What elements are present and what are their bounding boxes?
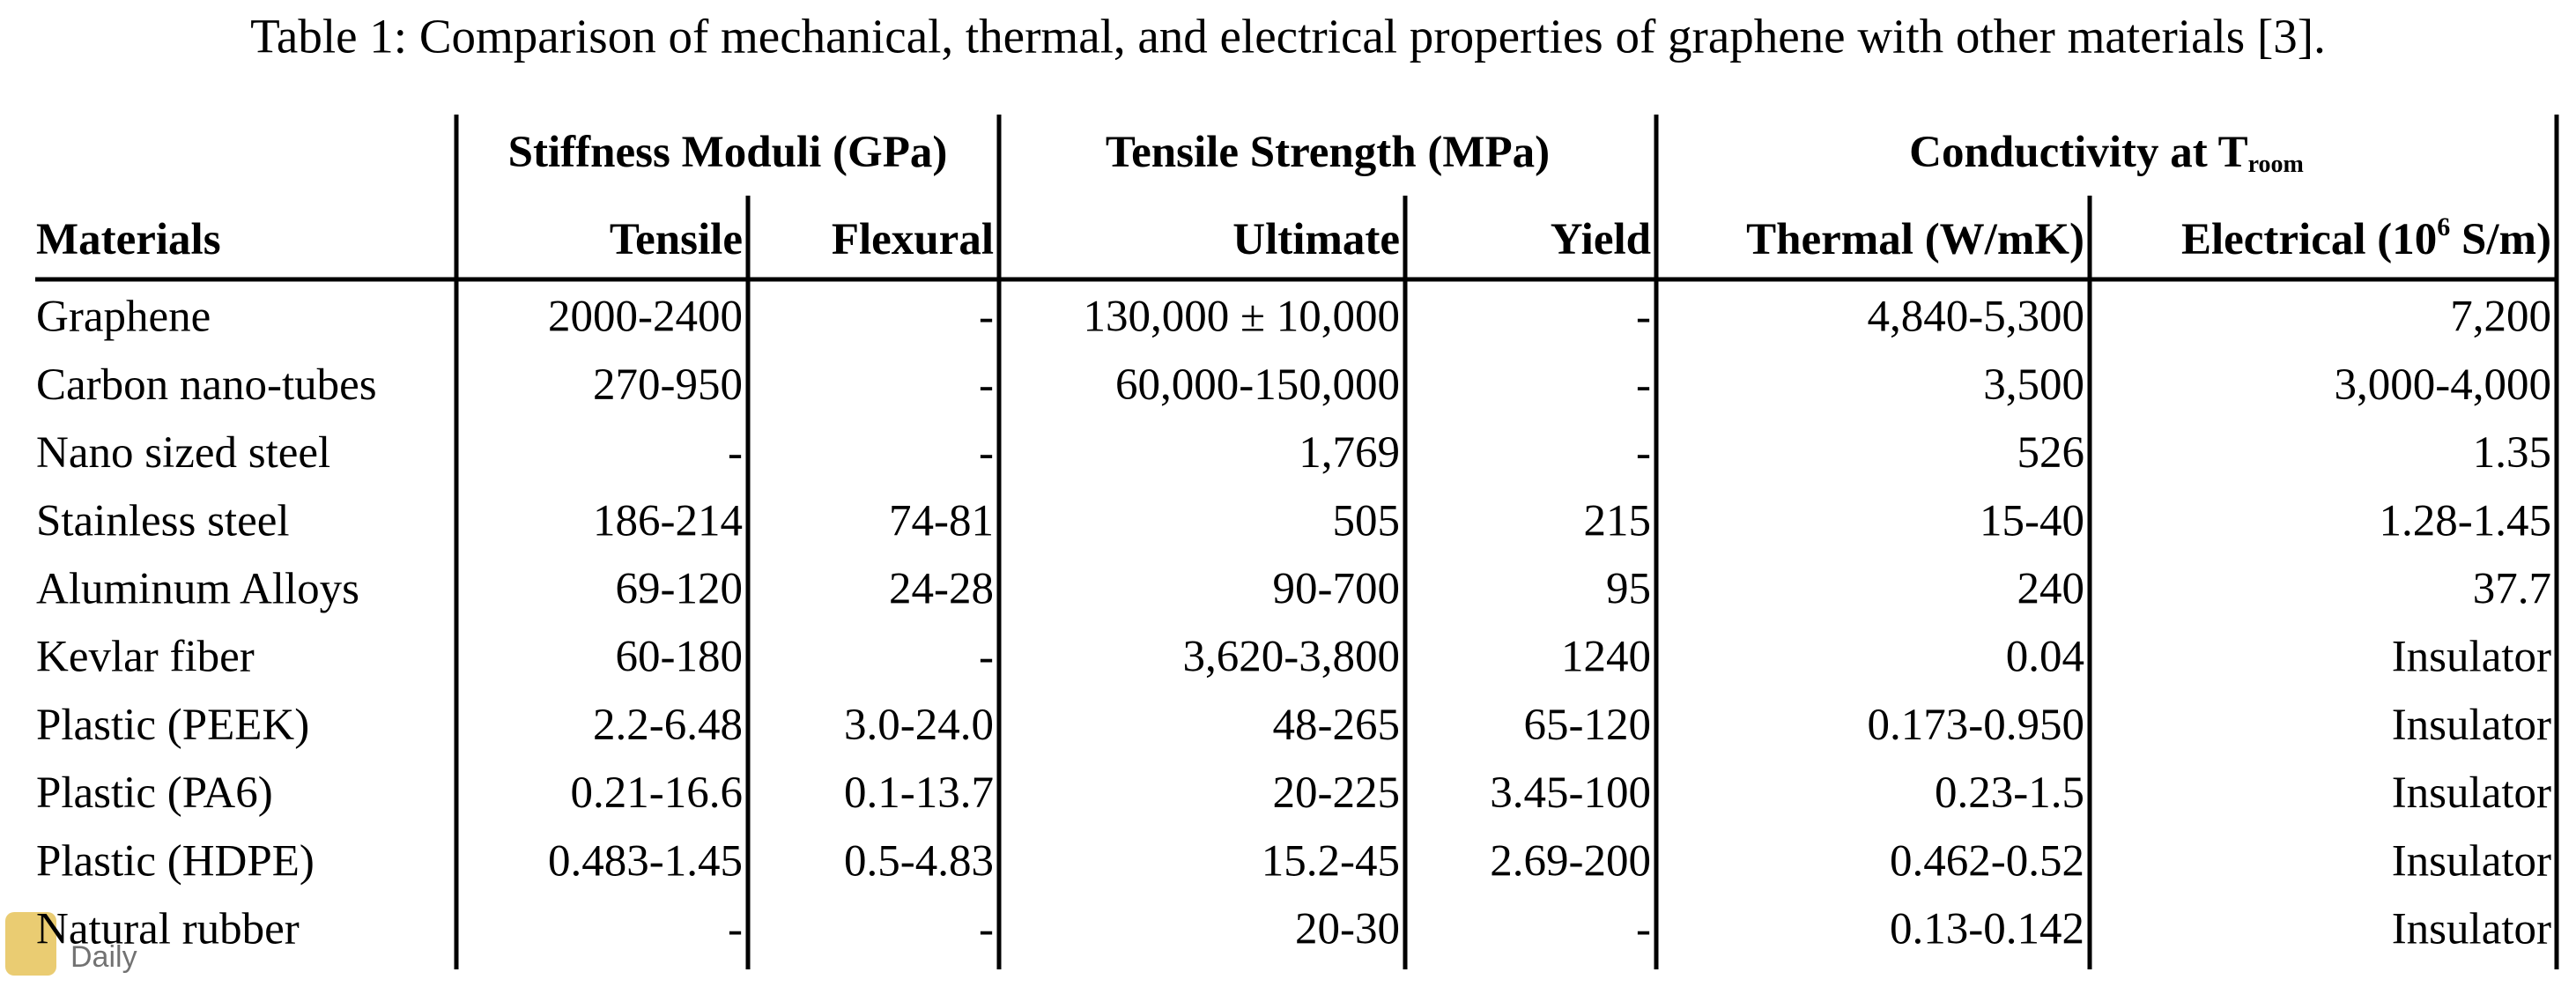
- row-label: Graphene: [36, 293, 211, 342]
- cell: 215: [1584, 496, 1652, 545]
- cell: 95: [1606, 565, 1651, 614]
- cell: 4,840-5,300: [1868, 293, 2084, 342]
- cell: 7,200: [2450, 293, 2551, 342]
- group-label: Tensile Strength (MPa): [1106, 128, 1550, 177]
- cell: -: [1636, 428, 1651, 478]
- logo: [5, 912, 56, 976]
- column-label: Electrical (10: [2181, 215, 2437, 264]
- cell: 24-28: [889, 565, 994, 614]
- cell: 0.5-4.83: [844, 836, 994, 886]
- row-label: Stainless steel: [36, 496, 290, 545]
- column-header: Materials: [36, 215, 221, 264]
- cell: -: [979, 428, 994, 478]
- cell: -: [728, 428, 743, 478]
- column-label: Flexural: [832, 215, 994, 264]
- cell: 2.69-200: [1490, 836, 1651, 886]
- cell: 2.2-6.48: [593, 701, 743, 750]
- cell: 1240: [1561, 633, 1651, 682]
- column-label: Yield: [1551, 215, 1651, 264]
- row-label: Kevlar fiber: [36, 633, 255, 682]
- rules: [35, 115, 2559, 969]
- cell: -: [979, 905, 994, 954]
- cell: 3.0-24.0: [844, 701, 994, 750]
- cell: 0.483-1.45: [548, 836, 743, 886]
- cell: 3,000-4,000: [2335, 360, 2551, 410]
- cell: -: [728, 905, 743, 954]
- cell: 1,769: [1299, 428, 1400, 478]
- group-header: Tensile Strength (MPa): [1106, 128, 1550, 177]
- cell: 0.23-1.5: [1935, 768, 2084, 818]
- row-label: Plastic (PEEK): [36, 701, 309, 750]
- cell: 130,000 ± 10,000: [1084, 293, 1401, 342]
- cell: 270-950: [593, 360, 743, 410]
- cell: -: [1636, 293, 1651, 342]
- column-label: Thermal (W/mK): [1746, 215, 2084, 264]
- superscript: 6: [2437, 212, 2450, 241]
- column-header: Electrical (106 S/m): [2181, 212, 2551, 264]
- group-label: Stiffness Moduli (GPa): [508, 128, 948, 177]
- column-header: Tensile: [610, 215, 743, 264]
- cell: 240: [2017, 565, 2085, 614]
- cell: 48-265: [1273, 701, 1400, 750]
- cell: -: [979, 633, 994, 682]
- cell: 15-40: [1980, 496, 2084, 545]
- column-label: Tensile: [610, 215, 743, 264]
- cell: 1.28-1.45: [2380, 496, 2551, 545]
- caption: Table 1: Comparison of mechanical, therm…: [250, 10, 2326, 63]
- row-label: Natural rubber: [36, 905, 300, 954]
- cell: -: [1636, 905, 1651, 954]
- cell: Insulator: [2392, 836, 2551, 886]
- column-header: Ultimate: [1232, 215, 1400, 264]
- cell: 90-700: [1273, 565, 1400, 614]
- row-label: Nano sized steel: [36, 428, 330, 478]
- cell: 20-30: [1295, 905, 1400, 954]
- cell: 37.7: [2473, 565, 2551, 614]
- cell: 0.1-13.7: [844, 768, 994, 818]
- column-label: Ultimate: [1232, 215, 1400, 264]
- cell: 69-120: [616, 565, 743, 614]
- column-header: Flexural: [832, 215, 994, 264]
- cell: 3,500: [1983, 360, 2084, 410]
- column-header: Yield: [1551, 215, 1651, 264]
- cell: 0.04: [2006, 633, 2084, 682]
- cell: 526: [2017, 428, 2085, 478]
- cell: 0.13-0.142: [1890, 905, 2084, 954]
- cell: 2000-2400: [548, 293, 743, 342]
- cell: 74-81: [889, 496, 994, 545]
- cell: 0.462-0.52: [1890, 836, 2084, 886]
- row-label: Plastic (HDPE): [36, 836, 315, 886]
- subscript: room: [2248, 151, 2304, 178]
- group-header: Stiffness Moduli (GPa): [508, 128, 948, 177]
- cell: 1.35: [2473, 428, 2551, 478]
- cell: -: [979, 360, 994, 410]
- row-label: Aluminum Alloys: [36, 565, 359, 614]
- row-label: Plastic (PA6): [36, 768, 273, 818]
- column-header: Thermal (W/mK): [1746, 215, 2084, 264]
- cell: Insulator: [2392, 701, 2551, 750]
- cell: Insulator: [2392, 905, 2551, 954]
- group-header: Conductivity at Troom: [1909, 128, 2304, 179]
- group-label: Conductivity at T: [1909, 128, 2247, 177]
- cell: 0.21-16.6: [571, 768, 743, 818]
- cell: 60-180: [616, 633, 743, 682]
- cell: 3.45-100: [1490, 768, 1651, 818]
- cell: 15.2-45: [1262, 836, 1400, 886]
- cell: 186-214: [593, 496, 743, 545]
- column-label: S/m): [2450, 215, 2551, 264]
- row-label: Carbon nano-tubes: [36, 360, 377, 410]
- cell: 60,000-150,000: [1115, 360, 1400, 410]
- cell: Insulator: [2392, 633, 2551, 682]
- cell: -: [979, 293, 994, 342]
- cell: Insulator: [2392, 768, 2551, 818]
- watermark-text: Daily: [70, 940, 137, 974]
- column-label: Materials: [36, 215, 221, 264]
- watermark: Daily: [5, 912, 137, 976]
- cell: 505: [1333, 496, 1401, 545]
- cell: 0.173-0.950: [1868, 701, 2084, 750]
- cell: 20-225: [1273, 768, 1400, 818]
- cell: 65-120: [1524, 701, 1651, 750]
- cell: -: [1636, 360, 1651, 410]
- cell: 3,620-3,800: [1183, 633, 1400, 682]
